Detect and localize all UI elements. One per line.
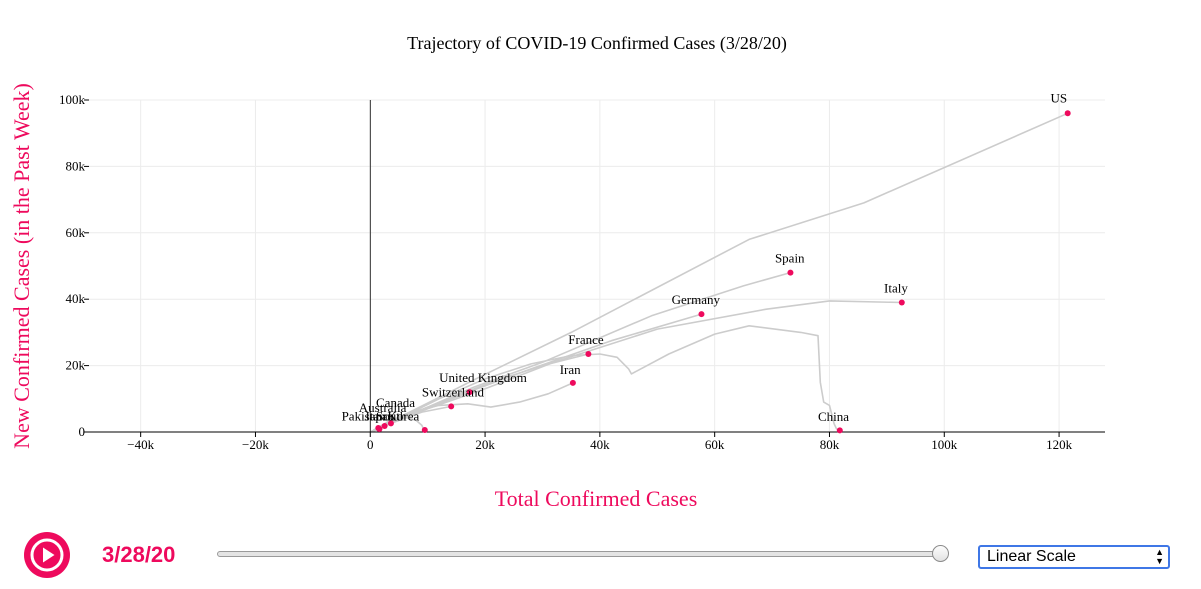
series-line xyxy=(372,313,702,432)
scale-select[interactable]: Linear Scale ▲ ▼ xyxy=(978,545,1170,569)
country-label: Canada xyxy=(376,395,415,410)
x-tick-label: 20k xyxy=(475,437,495,452)
current-date-label: 3/28/20 xyxy=(102,542,176,567)
series-point xyxy=(787,269,794,276)
y-axis-title: New Confirmed Cases (in the Past Week) xyxy=(9,83,34,449)
series-point xyxy=(836,427,843,434)
series-point xyxy=(585,350,592,357)
series-point xyxy=(698,311,705,318)
y-tick-label: 80k xyxy=(66,158,86,173)
country-label: US xyxy=(1050,90,1067,105)
y-tick-label: 20k xyxy=(66,358,86,373)
x-tick-label: 100k xyxy=(931,437,958,452)
country-label: Spain xyxy=(775,251,805,266)
series-point xyxy=(1064,110,1071,117)
date-slider-track[interactable] xyxy=(217,551,940,557)
x-tick-label: 60k xyxy=(705,437,725,452)
trajectory-chart: Trajectory of COVID-19 Confirmed Cases (… xyxy=(9,33,1105,511)
x-axis-title: Total Confirmed Cases xyxy=(495,486,698,511)
series-point xyxy=(387,420,394,427)
country-label: China xyxy=(818,409,849,424)
series-line xyxy=(372,382,574,431)
series-point xyxy=(376,426,383,433)
country-label: Korea xyxy=(387,408,419,423)
y-tick-label: 60k xyxy=(66,225,86,240)
x-tick-label: 40k xyxy=(590,437,610,452)
country-label: South xyxy=(376,408,407,423)
country-label: Italy xyxy=(884,281,908,296)
series-line xyxy=(372,325,840,432)
country-label: Iran xyxy=(560,362,581,377)
scale-select-value: Linear Scale xyxy=(987,548,1076,565)
country-label: France xyxy=(568,332,604,347)
series-points xyxy=(375,110,1071,434)
series-point xyxy=(569,379,576,386)
country-label: United Kingdom xyxy=(439,370,527,385)
date-slider-thumb[interactable] xyxy=(931,545,949,562)
y-tick-label: 40k xyxy=(66,291,86,306)
series-point xyxy=(898,299,905,306)
select-arrows-icon: ▲ ▼ xyxy=(1155,547,1164,566)
y-tick-label: 100k xyxy=(59,92,86,107)
series-point xyxy=(466,389,473,396)
country-labels: US Spain Italy Germany France Iran China United… xyxy=(342,90,1068,424)
country-label: Germany xyxy=(672,292,721,307)
x-tick-label: 120k xyxy=(1046,437,1073,452)
x-tick-label: −20k xyxy=(242,437,269,452)
series-point xyxy=(381,423,388,430)
gridlines xyxy=(89,99,1105,433)
play-button[interactable] xyxy=(24,532,70,578)
country-label: Switzerland xyxy=(422,384,485,399)
country-label: Pakistan xyxy=(342,408,387,423)
country-label: Australia xyxy=(359,400,407,415)
play-icon xyxy=(24,532,70,578)
series-point xyxy=(421,427,428,434)
axes: −40k −20k 0 20k 40k 60k 80k 100k 120k 0 20k 40k 60k 8… xyxy=(59,92,1105,452)
country-label: Japan xyxy=(365,408,395,423)
y-tick-label: 0 xyxy=(79,424,86,439)
x-tick-label: 0 xyxy=(367,437,374,452)
series-point xyxy=(448,403,455,410)
x-tick-label: −40k xyxy=(127,437,154,452)
x-tick-label: 80k xyxy=(820,437,840,452)
playback-controls: 3/28/20 Linear Scale ▲ ▼ xyxy=(0,528,1201,578)
chart-title: Trajectory of COVID-19 Confirmed Cases (… xyxy=(407,33,787,54)
